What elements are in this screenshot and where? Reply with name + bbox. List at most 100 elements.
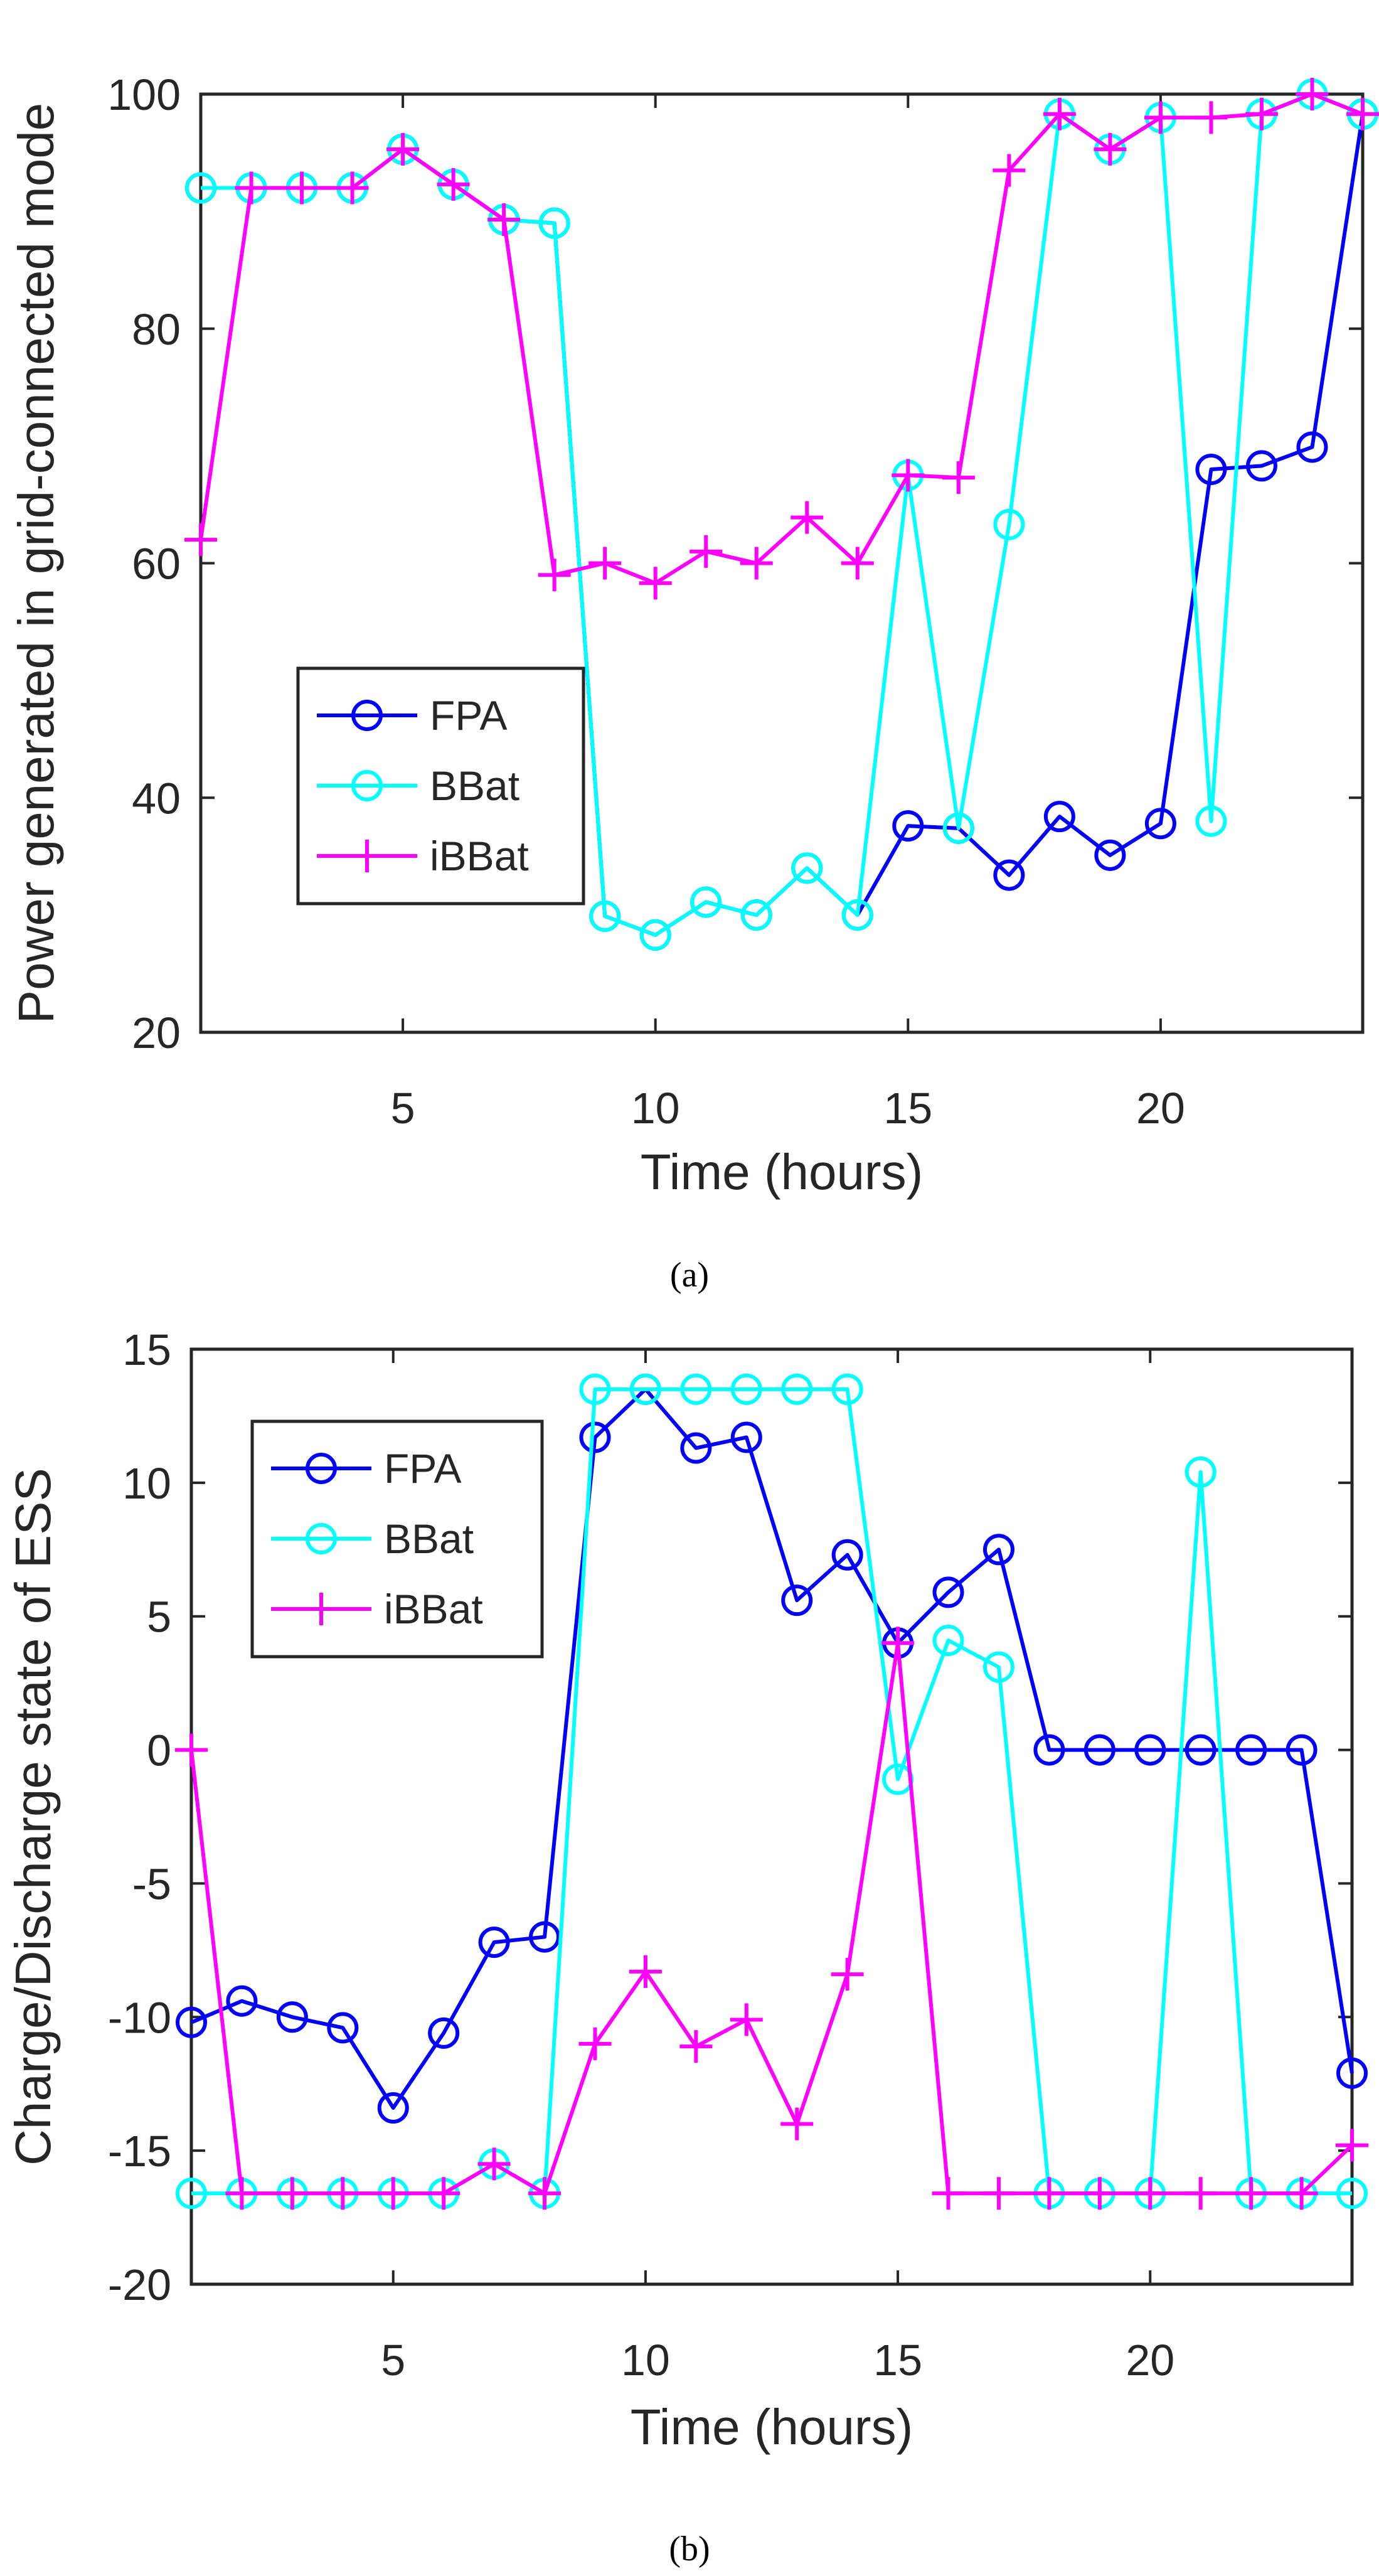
data-point-bbat bbox=[730, 1373, 762, 1405]
data-point-fpa bbox=[1286, 1734, 1318, 1766]
data-point-ibbat bbox=[175, 1733, 208, 1766]
data-point-fpa bbox=[529, 1921, 561, 1953]
legend-label: BBat bbox=[430, 762, 519, 809]
data-point-bbat bbox=[942, 812, 974, 844]
data-point-ibbat bbox=[690, 535, 723, 568]
data-point-fpa bbox=[377, 2092, 409, 2124]
x-tick-label: 5 bbox=[381, 2336, 405, 2385]
series-fpa bbox=[176, 1373, 1368, 2124]
data-point-ibbat bbox=[1033, 2177, 1066, 2210]
data-point-bbat bbox=[791, 852, 823, 884]
legend-label: iBBat bbox=[384, 1586, 483, 1632]
data-point-fpa bbox=[680, 1432, 712, 1464]
data-point-ibbat bbox=[528, 2177, 562, 2210]
data-point-ibbat bbox=[477, 2147, 511, 2181]
legend-label: FPA bbox=[384, 1445, 461, 1492]
data-point-fpa bbox=[1144, 808, 1176, 840]
data-point-fpa bbox=[579, 1421, 611, 1453]
data-point-bbat bbox=[831, 1373, 863, 1405]
data-point-ibbat bbox=[1184, 2177, 1217, 2210]
legend-label: FPA bbox=[430, 692, 507, 739]
data-point-ibbat bbox=[932, 2177, 965, 2210]
data-point-bbat bbox=[1336, 2178, 1368, 2210]
y-tick-label: 20 bbox=[132, 1008, 181, 1057]
data-point-fpa bbox=[932, 1576, 964, 1608]
y-tick-label: 5 bbox=[147, 1593, 171, 1642]
data-point-fpa bbox=[993, 859, 1025, 891]
data-point-bbat bbox=[993, 508, 1025, 540]
data-point-fpa bbox=[1235, 1734, 1267, 1766]
data-point-bbat bbox=[639, 919, 671, 951]
data-point-ibbat bbox=[275, 2177, 309, 2210]
data-point-ibbat bbox=[841, 547, 874, 580]
data-point-ibbat bbox=[1346, 97, 1379, 131]
data-point-ibbat bbox=[1043, 97, 1076, 131]
y-axis-label: Power generated in grid-connected mode bbox=[8, 103, 64, 1024]
data-point-fpa bbox=[1094, 839, 1126, 871]
data-point-bbat bbox=[629, 1373, 661, 1405]
x-tick-label: 10 bbox=[631, 1084, 680, 1133]
y-tick-label: 100 bbox=[107, 70, 181, 119]
legend-marker bbox=[306, 1453, 337, 1484]
data-point-ibbat bbox=[376, 2177, 410, 2210]
data-point-fpa bbox=[226, 1985, 258, 2017]
data-point-fpa bbox=[831, 1539, 863, 1571]
data-point-fpa bbox=[1336, 2057, 1368, 2089]
y-tick-label: 10 bbox=[122, 1459, 171, 1508]
data-point-ibbat bbox=[1094, 132, 1127, 166]
data-point-fpa bbox=[327, 2012, 359, 2044]
data-point-ibbat bbox=[639, 567, 672, 600]
legend-marker bbox=[351, 770, 383, 801]
chart-a-power-generated: 5 10 15 20 20 40 60 80 100 Time (hours) Power gene… bbox=[8, 70, 1379, 1200]
data-point-ibbat bbox=[982, 2177, 1015, 2210]
legend-label: BBat bbox=[384, 1515, 474, 1562]
x-axis-label: Time (hours) bbox=[641, 1144, 923, 1200]
data-point-fpa bbox=[781, 1585, 813, 1617]
data-point-fpa bbox=[730, 1421, 762, 1453]
data-point-fpa bbox=[1033, 1734, 1065, 1766]
data-point-ibbat bbox=[1245, 97, 1278, 131]
data-point-ibbat bbox=[1134, 2177, 1167, 2210]
y-tick-label: 40 bbox=[132, 774, 181, 823]
x-tick-label: 20 bbox=[1136, 1084, 1185, 1133]
data-point-fpa bbox=[1195, 454, 1227, 485]
legend: FPA BBat iBBat bbox=[250, 1419, 544, 1659]
data-point-ibbat bbox=[386, 132, 420, 166]
data-point-ibbat bbox=[1296, 78, 1329, 110]
y-tick-label: -10 bbox=[108, 1993, 171, 2042]
data-point-fpa bbox=[982, 1534, 1014, 1566]
data-point-ibbat bbox=[1195, 101, 1228, 134]
legend-marker bbox=[351, 700, 383, 731]
legend-entry-fpa: FPA bbox=[271, 1445, 461, 1492]
data-point-fpa bbox=[1134, 1734, 1166, 1766]
data-point-fpa bbox=[428, 2017, 460, 2049]
data-point-fpa bbox=[1185, 1734, 1217, 1766]
data-point-bbat bbox=[680, 1373, 712, 1405]
data-point-ibbat bbox=[791, 501, 824, 534]
data-point-ibbat bbox=[1083, 2177, 1116, 2210]
data-point-ibbat bbox=[285, 171, 319, 205]
y-axis-label: Charge/Discharge state of ESS bbox=[5, 1468, 61, 2166]
data-point-fpa bbox=[1084, 1734, 1115, 1766]
caption-b: (b) bbox=[669, 2530, 710, 2568]
data-point-ibbat bbox=[437, 168, 470, 201]
data-point-bbat bbox=[579, 1373, 611, 1405]
x-tick-label: 20 bbox=[1126, 2336, 1174, 2385]
data-point-ibbat bbox=[679, 2030, 713, 2063]
data-point-ibbat bbox=[336, 171, 369, 205]
data-point-ibbat bbox=[1144, 101, 1177, 134]
data-point-bbat bbox=[781, 1373, 813, 1405]
data-point-ibbat bbox=[184, 523, 217, 557]
data-point-fpa bbox=[1043, 801, 1075, 833]
legend-label: iBBat bbox=[430, 833, 529, 879]
legend-entry-bbat: BBat bbox=[271, 1515, 474, 1562]
chart-b-charge-discharge: 5 10 15 20 -20 -15 -10 -5 0 5 10 15 Time (hours) Char… bbox=[5, 1325, 1368, 2455]
y-tick-label: 80 bbox=[132, 305, 181, 354]
data-point-fpa bbox=[276, 2001, 308, 2033]
data-point-fpa bbox=[176, 2006, 207, 2038]
y-tick-label: 0 bbox=[147, 1726, 171, 1775]
data-point-fpa bbox=[478, 1927, 510, 1959]
data-point-bbat bbox=[185, 172, 216, 204]
x-tick-label: 10 bbox=[621, 2336, 670, 2385]
data-point-bbat bbox=[932, 1625, 964, 1657]
